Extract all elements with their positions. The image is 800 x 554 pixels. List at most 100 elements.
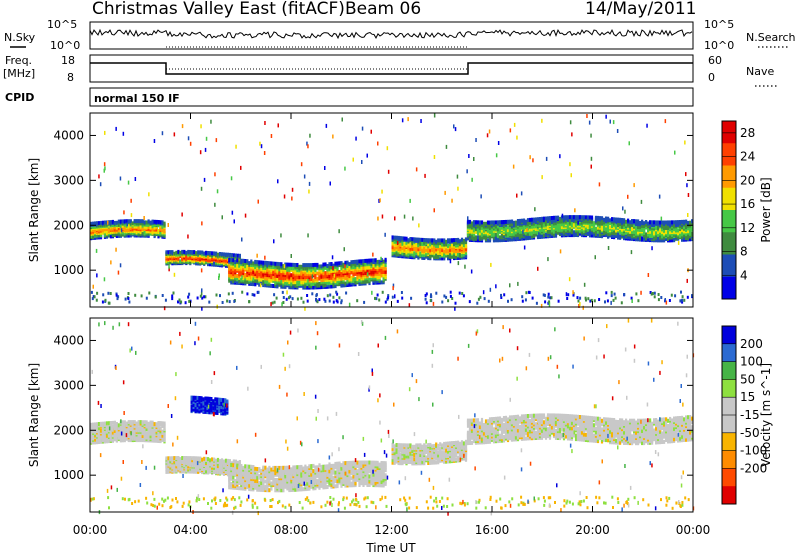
echo-cell: [613, 221, 616, 226]
echo-cell: [139, 219, 142, 224]
ground-scatter-cell: [338, 296, 341, 300]
echo-cell: [468, 219, 472, 224]
ground-scatter-cell: [525, 291, 528, 295]
ground-scatter-cell: [231, 291, 234, 295]
echo-cell: [338, 270, 341, 274]
echo-cell: [207, 469, 210, 474]
echo-cell: [141, 429, 144, 434]
echo-cell: [115, 422, 118, 426]
noise-cell: [115, 126, 117, 131]
echo-cell: [613, 217, 616, 222]
echo-cell: [173, 468, 176, 473]
echo-cell: [201, 457, 204, 462]
echo-cell: [274, 268, 277, 273]
ground-scatter-cell: [154, 295, 157, 299]
echo-cell: [272, 265, 275, 269]
noise-cell: [646, 123, 648, 128]
echo-cell: [409, 237, 412, 241]
echo-cell: [137, 224, 140, 229]
echo-cell: [425, 238, 428, 243]
echo-cell: [689, 220, 692, 225]
noise-cell: [214, 202, 216, 207]
echo-cell: [374, 258, 377, 263]
echo-cell: [350, 270, 353, 275]
echo-cell: [508, 237, 512, 242]
echo-cell: [153, 219, 156, 224]
echo-cell: [588, 229, 592, 234]
noise-cell: [348, 302, 351, 307]
echo-cell: [194, 407, 197, 412]
noise-cell: [130, 198, 132, 203]
echo-cell: [254, 259, 257, 264]
echo-cell: [103, 432, 107, 437]
echo-cell: [665, 220, 668, 225]
echo-cell: [403, 242, 406, 246]
noise-cell: [115, 247, 117, 252]
ground-scatter-cell: [171, 294, 174, 298]
echo-cell: [109, 429, 112, 434]
noise-cell: [352, 157, 354, 162]
echo-cell: [596, 221, 600, 226]
echo-cell: [348, 274, 351, 279]
echo-cell: [480, 223, 484, 228]
noise-cell: [631, 299, 633, 303]
echo-cell: [510, 222, 514, 227]
echo-cell: [619, 217, 622, 222]
noise-cell: [153, 139, 156, 143]
echo-cell: [159, 433, 162, 438]
echo-cell: [133, 420, 136, 425]
echo-cell: [647, 221, 650, 226]
echo-cell: [376, 275, 379, 280]
ground-scatter-cell: [116, 297, 119, 301]
echo-cell: [621, 224, 624, 229]
noise-cell: [548, 302, 551, 307]
echo-cell: [586, 231, 590, 236]
ground-scatter-cell: [443, 294, 446, 298]
echo-cell: [234, 459, 237, 464]
echo-cell: [131, 231, 134, 236]
ground-scatter-cell: [445, 295, 448, 299]
echo-cell: [127, 427, 130, 432]
echo-cell: [266, 267, 269, 272]
ground-scatter-cell: [257, 290, 260, 294]
noise-cell: [401, 118, 404, 123]
noise-cell: [110, 260, 112, 265]
noise-cell: [424, 173, 426, 178]
noise-cell: [415, 167, 418, 172]
echo-cell: [143, 420, 146, 425]
noise-cell: [454, 127, 457, 132]
echo-cell: [250, 259, 253, 264]
echo-cell: [207, 457, 210, 462]
ground-scatter-cell: [282, 296, 285, 299]
ground-scatter-cell: [102, 293, 105, 297]
echo-cell: [240, 258, 243, 263]
echo-cell: [542, 223, 546, 228]
echo-cell: [552, 229, 556, 234]
ground-scatter-cell: [115, 293, 118, 297]
noise-cell: [103, 162, 106, 167]
echo-cell: [125, 429, 128, 434]
echo-cell: [685, 225, 688, 230]
echo-cell: [669, 230, 672, 235]
noise-cell: [230, 176, 233, 181]
echo-cell: [360, 271, 363, 276]
echo-cell: [362, 259, 365, 264]
noise-cell: [120, 228, 123, 233]
ground-scatter-cell: [507, 299, 509, 303]
echo-cell: [121, 226, 124, 230]
ground-scatter-cell: [544, 300, 547, 304]
echo-cell: [633, 219, 636, 224]
echo-cell: [153, 231, 156, 236]
ground-scatter-cell: [329, 293, 332, 297]
velocity-heatmap: [90, 318, 695, 516]
echo-cell: [125, 219, 128, 224]
echo-cell: [514, 223, 518, 228]
echo-cell: [560, 218, 564, 223]
echo-cell: [201, 462, 204, 467]
echo-cell: [671, 238, 674, 243]
noise-cell: [586, 114, 588, 118]
echo-cell: [157, 436, 160, 441]
echo-cell: [115, 426, 118, 431]
echo-cell: [125, 427, 128, 432]
echo-cell: [657, 235, 660, 240]
